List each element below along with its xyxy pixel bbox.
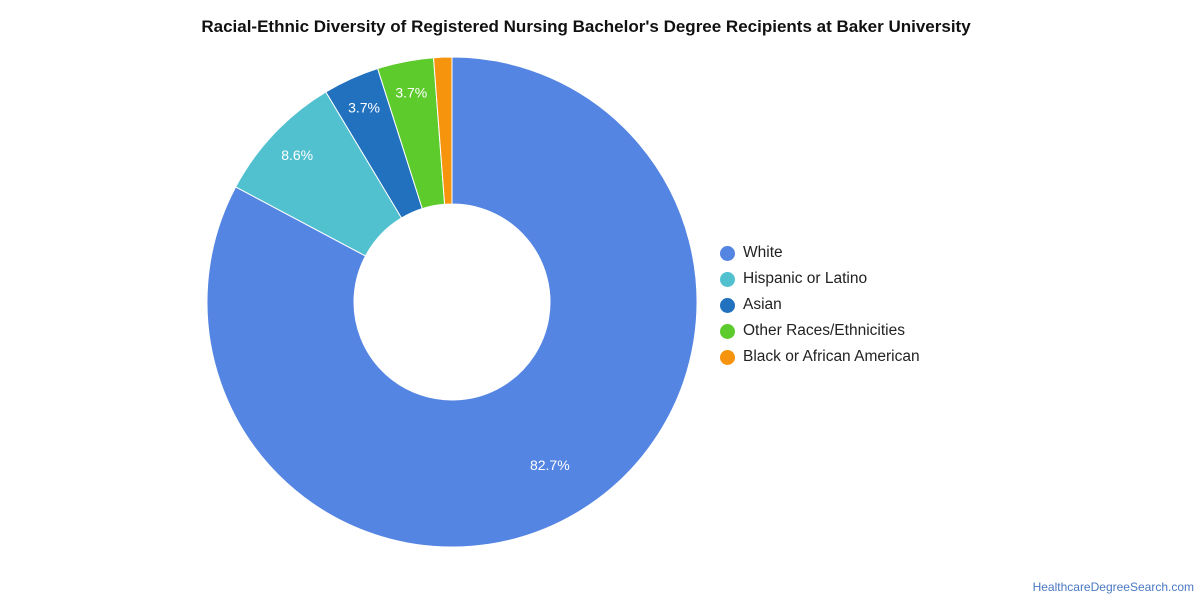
legend-swatch-icon xyxy=(720,323,735,339)
legend-label: Black or African American xyxy=(743,348,920,365)
chart-legend: White Hispanic or Latino Asian Other Races/… xyxy=(720,240,920,370)
legend-item[interactable]: White xyxy=(720,240,920,266)
legend-label: Asian xyxy=(743,296,782,313)
legend-label: White xyxy=(743,244,783,261)
source-credit[interactable]: HealthcareDegreeSearch.com xyxy=(1032,580,1194,594)
slice-black-or-african-american[interactable] xyxy=(432,56,453,205)
chart-title: Racial-Ethnic Diversity of Registered Nu… xyxy=(201,17,971,36)
legend-label: Other Races/Ethnicities xyxy=(743,322,905,339)
legend-swatch-icon xyxy=(720,245,735,261)
legend-item[interactable]: Asian xyxy=(720,292,920,318)
data-label: 8.6% xyxy=(281,147,313,163)
legend-item[interactable]: Black or African American xyxy=(720,344,920,370)
legend-item[interactable]: Hispanic or Latino xyxy=(720,266,920,292)
data-label: 82.7% xyxy=(530,457,570,473)
data-label: 3.7% xyxy=(395,84,427,100)
legend-item[interactable]: Other Races/Ethnicities xyxy=(720,318,920,344)
slice-white[interactable] xyxy=(206,56,698,548)
legend-label: Hispanic or Latino xyxy=(743,270,868,287)
legend-swatch-icon xyxy=(720,297,735,313)
data-label: 3.7% xyxy=(348,99,380,115)
legend-swatch-icon xyxy=(720,349,735,365)
legend-swatch-icon xyxy=(720,271,735,287)
